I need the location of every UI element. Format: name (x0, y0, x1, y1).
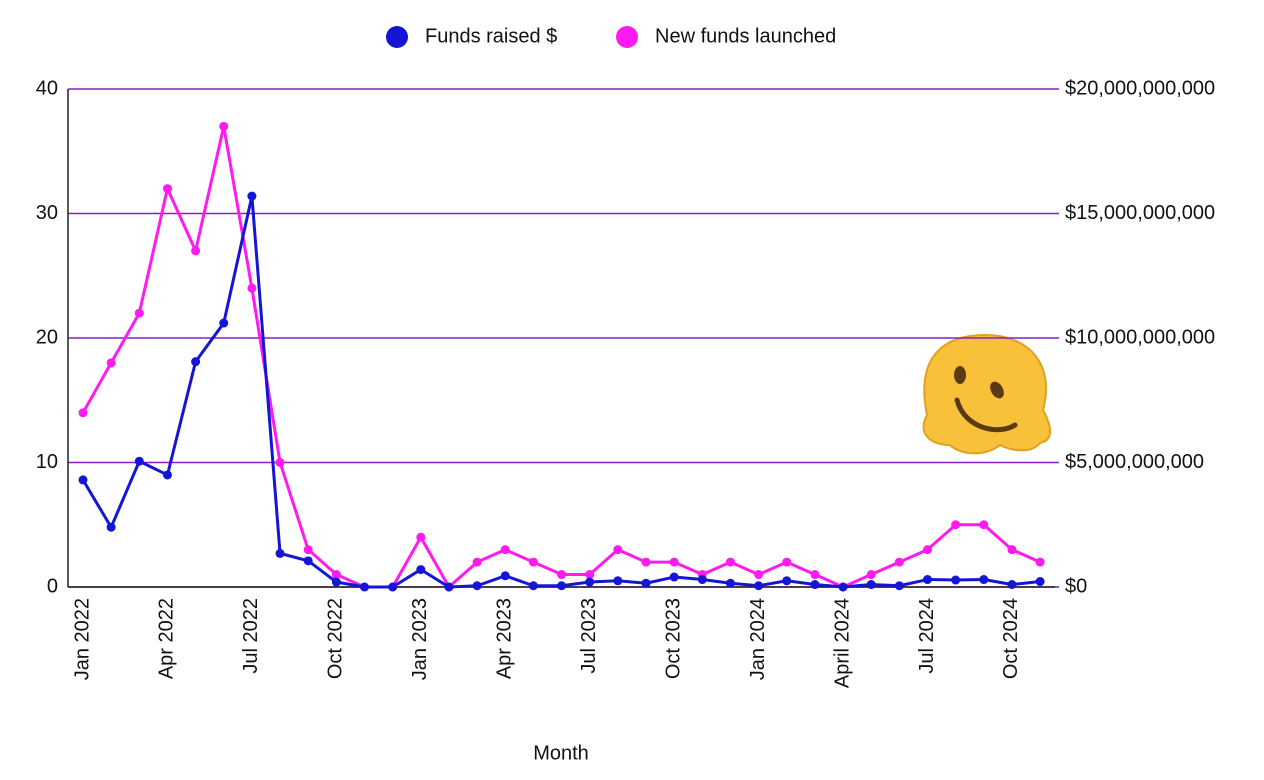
data-point (585, 570, 595, 580)
data-point (894, 581, 904, 591)
x-tick-label: Apr 2022 (156, 598, 178, 679)
y-tick-label: 30 (36, 202, 58, 224)
data-point (444, 582, 454, 592)
legend-label: New funds launched (655, 25, 836, 47)
data-point (557, 570, 567, 580)
y2-tick-label: $5,000,000,000 (1065, 451, 1204, 473)
data-point (782, 557, 792, 567)
x-tick-label: Jul 2023 (578, 598, 600, 674)
data-point (894, 557, 904, 567)
y-tick-label: 40 (36, 77, 58, 99)
data-point (500, 545, 510, 555)
data-point (810, 570, 820, 580)
data-point (641, 578, 651, 588)
data-point (191, 246, 201, 256)
data-point (528, 557, 538, 567)
data-point (1035, 557, 1045, 567)
data-point (669, 557, 679, 567)
melting-face-emoji (922, 333, 1052, 455)
data-point (585, 577, 595, 587)
data-point (979, 575, 989, 585)
data-point (472, 557, 482, 567)
data-point (838, 582, 848, 592)
data-point (275, 458, 285, 467)
data-point (219, 121, 229, 131)
y2-tick-label: $15,000,000,000 (1065, 202, 1215, 224)
data-point (669, 572, 679, 582)
data-point (360, 582, 369, 592)
x-tick-label: Jan 2024 (747, 598, 769, 680)
x-tick-label: Jul 2022 (240, 598, 262, 674)
x-tick-label: Oct 2023 (662, 598, 684, 679)
data-point (866, 580, 876, 590)
series-line (81, 124, 1041, 589)
y-tick-label: 20 (36, 326, 58, 348)
data-point (162, 470, 172, 480)
x-tick-label: Jul 2024 (916, 598, 938, 674)
data-point (472, 581, 482, 591)
x-tick-label: Jan 2023 (409, 598, 431, 680)
data-point (134, 456, 144, 466)
data-point (78, 475, 88, 485)
data-point (754, 570, 764, 580)
data-point (641, 557, 651, 567)
data-point (134, 308, 144, 318)
x-axis-title: Month (533, 742, 589, 764)
y2-tick-label: $20,000,000,000 (1065, 77, 1215, 99)
data-point (951, 520, 961, 530)
data-point (106, 358, 116, 368)
data-point (247, 191, 257, 201)
data-point (106, 522, 116, 532)
data-point (613, 576, 623, 586)
data-point (303, 545, 313, 555)
data-point (275, 548, 285, 558)
x-tick-label: Oct 2024 (1000, 598, 1022, 679)
x-tick-label: Apr 2023 (494, 598, 516, 679)
data-point (331, 570, 341, 580)
data-point (923, 575, 932, 585)
legend-marker (616, 26, 638, 48)
y-tick-label: 0 (47, 575, 58, 597)
data-point (1007, 545, 1017, 555)
legend-marker (386, 26, 408, 48)
x-tick-label: Jan 2022 (71, 598, 93, 680)
data-point (162, 184, 172, 194)
data-point (331, 577, 341, 587)
data-point (247, 283, 257, 293)
data-point (219, 318, 229, 328)
x-tick-label: April 2024 (831, 598, 853, 688)
data-point (866, 570, 876, 580)
data-point (416, 565, 426, 575)
data-point (810, 580, 820, 590)
y2-tick-label: $0 (1065, 575, 1087, 597)
data-point (613, 545, 623, 555)
data-point (782, 576, 792, 586)
data-point (500, 571, 510, 581)
data-point (1007, 580, 1017, 590)
series-line (81, 194, 1041, 589)
data-point (191, 357, 201, 367)
data-point (416, 532, 426, 542)
y-tick-label: 10 (36, 451, 58, 473)
data-point (1035, 577, 1045, 587)
data-point (528, 581, 538, 591)
data-point (754, 581, 764, 591)
legend-label: Funds raised $ (425, 25, 557, 47)
data-point (923, 545, 932, 555)
data-point (557, 581, 567, 591)
data-point (388, 582, 398, 592)
data-point (697, 575, 707, 585)
data-point (725, 557, 735, 567)
data-point (303, 556, 313, 566)
x-tick-label: Oct 2022 (325, 598, 347, 679)
data-point (725, 578, 735, 588)
data-point (78, 408, 88, 418)
data-point (951, 575, 961, 585)
y2-tick-label: $10,000,000,000 (1065, 326, 1215, 348)
data-point (979, 520, 989, 530)
